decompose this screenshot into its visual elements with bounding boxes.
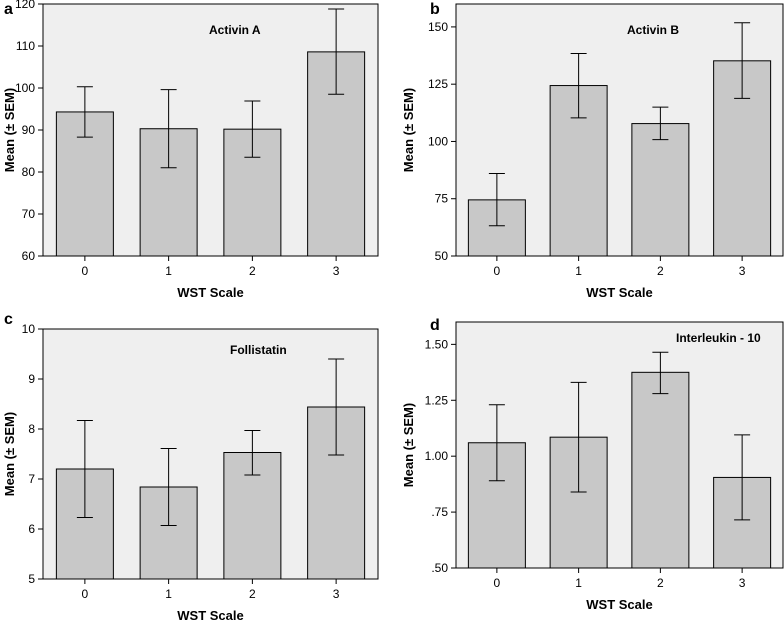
x-axis-label: WST Scale [177, 285, 243, 300]
x-tick-label: 3 [333, 264, 340, 278]
x-tick-label: 1 [575, 576, 582, 590]
y-tick-label: .50 [431, 561, 448, 575]
x-axis-label: WST Scale [586, 285, 652, 300]
chart-title: Follistatin [230, 343, 287, 357]
y-tick-label: 1.00 [425, 449, 449, 463]
y-tick-label: 10 [22, 322, 36, 336]
panel-label: c [4, 311, 13, 328]
y-tick-label: 60 [22, 249, 36, 263]
x-tick-label: 0 [494, 264, 501, 278]
x-tick-label: 3 [739, 264, 746, 278]
x-tick-label: 0 [82, 264, 89, 278]
panel-label: b [430, 1, 440, 18]
x-axis-label: WST Scale [177, 608, 243, 621]
y-tick-label: 6 [28, 522, 35, 536]
x-tick-label: 1 [575, 264, 582, 278]
x-tick-label: 2 [249, 264, 256, 278]
chart-panel-d: .50 .75 1.00 1.25 1.50 0 1 2 3 Interleukin - 10 WS… [401, 317, 784, 612]
panel-label: a [4, 1, 13, 18]
y-tick-label: 100 [428, 134, 448, 148]
chart-panel-b: 50 75 100 125 150 0 1 2 3 Activin B WST Scale Mean … [401, 1, 784, 300]
y-axis-label: Mean (± SEM) [401, 403, 416, 487]
chart-panel-c: 5 6 7 8 9 10 0 1 2 3 Follistatin WST Scale Mean (± S… [2, 311, 379, 621]
x-tick-label: 1 [165, 264, 172, 278]
y-tick-label: 90 [22, 123, 36, 137]
y-axis-label: Mean (± SEM) [2, 412, 17, 496]
bar [631, 123, 690, 257]
y-tick-label: 1.50 [425, 337, 449, 351]
chart-title: Activin B [627, 23, 679, 37]
y-tick-label: 9 [28, 372, 35, 386]
x-tick-label: 0 [494, 576, 501, 590]
chart-panel-a: 60 70 80 90 100 110 120 0 1 2 3 Activin A WST Scale M… [2, 0, 379, 300]
y-axis-label: Mean (± SEM) [401, 88, 416, 172]
x-tick-label: 3 [739, 576, 746, 590]
chart-title: Activin A [209, 23, 261, 37]
panel-label: d [430, 317, 440, 334]
y-tick-label: .75 [431, 505, 448, 519]
x-tick-label: 3 [333, 587, 340, 601]
x-tick-label: 2 [657, 264, 664, 278]
y-axis-label: Mean (± SEM) [2, 88, 17, 172]
bar [631, 371, 690, 569]
x-tick-label: 2 [249, 587, 256, 601]
y-tick-label: 50 [435, 249, 449, 263]
bar [223, 452, 282, 580]
y-tick-label: 70 [22, 207, 36, 221]
y-tick-label: 150 [428, 20, 448, 34]
y-tick-label: 80 [22, 165, 36, 179]
x-axis-label: WST Scale [586, 597, 652, 612]
y-tick-label: 120 [15, 0, 35, 11]
y-tick-label: 125 [428, 77, 448, 91]
y-tick-label: 8 [28, 422, 35, 436]
y-tick-label: 7 [28, 472, 35, 486]
x-tick-label: 0 [82, 587, 89, 601]
chart-title: Interleukin - 10 [676, 331, 761, 345]
y-tick-label: 110 [16, 39, 35, 53]
y-tick-label: 75 [435, 192, 449, 206]
x-tick-label: 2 [657, 576, 664, 590]
y-tick-label: 5 [28, 572, 35, 586]
x-tick-label: 1 [165, 587, 172, 601]
y-tick-label: 1.25 [425, 393, 449, 407]
y-tick-label: 100 [15, 81, 35, 95]
